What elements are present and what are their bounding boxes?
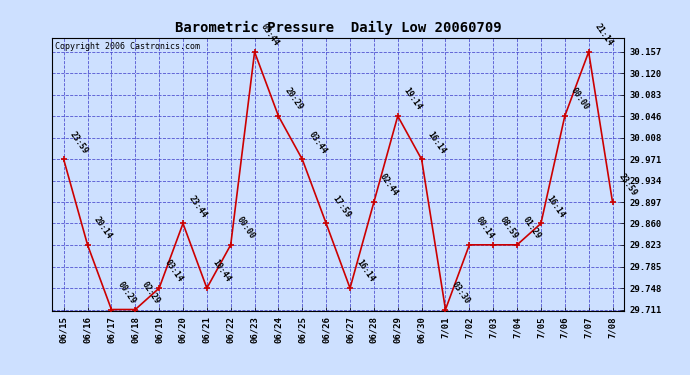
Text: 00:00: 00:00 <box>569 86 591 112</box>
Title: Barometric Pressure  Daily Low 20060709: Barometric Pressure Daily Low 20060709 <box>175 21 502 35</box>
Text: 17:59: 17:59 <box>331 194 352 219</box>
Text: 23:44: 23:44 <box>187 194 209 219</box>
Text: 00:14: 00:14 <box>473 215 495 241</box>
Text: 10:44: 10:44 <box>211 258 233 284</box>
Text: 02:29: 02:29 <box>139 280 161 305</box>
Text: 03:44: 03:44 <box>306 129 328 155</box>
Text: 03:14: 03:14 <box>164 258 185 284</box>
Text: 23:59: 23:59 <box>68 129 90 155</box>
Text: Copyright 2006 Castronics.com: Copyright 2006 Castronics.com <box>55 42 199 51</box>
Text: 20:29: 20:29 <box>283 86 304 112</box>
Text: 16:14: 16:14 <box>545 194 566 219</box>
Text: 00:00: 00:00 <box>235 215 257 241</box>
Text: 21:14: 21:14 <box>593 22 615 48</box>
Text: 00:29: 00:29 <box>115 280 137 305</box>
Text: 16:14: 16:14 <box>354 258 376 284</box>
Text: 20:14: 20:14 <box>92 215 113 241</box>
Text: 23:59: 23:59 <box>617 172 638 198</box>
Text: 03:44: 03:44 <box>259 22 280 48</box>
Text: 01:29: 01:29 <box>521 215 543 241</box>
Text: 02:44: 02:44 <box>378 172 400 198</box>
Text: 08:59: 08:59 <box>497 215 519 241</box>
Text: 16:14: 16:14 <box>426 129 448 155</box>
Text: 19:14: 19:14 <box>402 86 424 112</box>
Text: 03:30: 03:30 <box>450 280 471 305</box>
